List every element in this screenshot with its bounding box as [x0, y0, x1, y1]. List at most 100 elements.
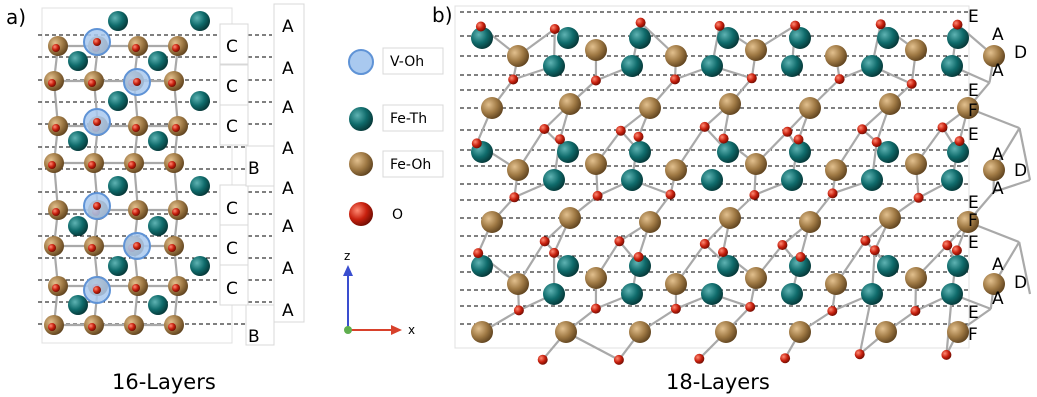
oxygen-atom [699, 121, 710, 132]
fe-oh-atom [905, 153, 927, 175]
oxygen-atom [172, 284, 180, 292]
legend-box-feth [382, 104, 444, 132]
bond [993, 178, 1031, 194]
fe-th-atom [108, 176, 128, 196]
fe-th-atom [861, 169, 883, 191]
panel-b-layer-label: A [992, 61, 1004, 81]
fe-th-atom [947, 141, 969, 163]
axis-origin-icon [344, 326, 352, 334]
panel-b-caption: 18-Layers [666, 370, 770, 394]
fe-oh-atom [983, 45, 1005, 67]
x-arrowhead-icon [391, 325, 402, 335]
fe-th-atom [781, 169, 803, 191]
oxygen-atom [93, 38, 101, 46]
fe-th-atom [877, 141, 899, 163]
oxygen-atom [854, 349, 865, 360]
fe-th-atom [108, 256, 128, 276]
oxygen-atom [93, 202, 101, 210]
oxygen-atom [93, 118, 101, 126]
fe-th-atom [557, 141, 579, 163]
panel-a-caption: 16-Layers [112, 370, 216, 394]
fe-th-atom [190, 11, 210, 31]
layer-box [219, 264, 249, 306]
oxygen-atom [168, 244, 176, 252]
panel-b-layer-label: F [968, 101, 978, 121]
oxygen-atom [834, 74, 845, 85]
panel-a-layer-label: A [282, 259, 294, 279]
fe-oh-atom [481, 211, 503, 233]
atom-network [44, 11, 1005, 365]
panel-b-layer-label: D [1014, 161, 1027, 181]
oxygen-atom [539, 124, 550, 134]
panel-a-layer-label: B [248, 159, 260, 179]
fe-th-atom [190, 91, 210, 111]
fe-th-atom [68, 51, 88, 71]
panel-a-layer-label: C [226, 279, 238, 299]
fe-oh-atom [481, 97, 503, 119]
fe-oh-atom [585, 267, 607, 289]
fe-oh-atom [799, 211, 821, 233]
legend-box-feoh [382, 150, 444, 178]
fe-th-atom [148, 295, 168, 315]
fe-th-atom [68, 295, 88, 315]
oxygen-atom [128, 323, 136, 331]
oxygen-atom [132, 208, 140, 216]
fe-th-atom [629, 27, 651, 49]
oxygen-atom [635, 17, 646, 28]
oxygen-atom [48, 323, 56, 331]
oxygen-atom [549, 24, 560, 34]
oxygen-atom [942, 240, 953, 251]
oxygen-atom [749, 190, 760, 200]
fe-th-atom [701, 283, 723, 305]
fe-oh-atom [789, 321, 811, 343]
fe-oh-atom [983, 273, 1005, 295]
panel-a-layer-label: A [282, 179, 294, 199]
oxygen-atom [555, 134, 565, 145]
fe-oh-atom [639, 97, 661, 119]
fe-oh-atom [639, 211, 661, 233]
oxygen-atom [793, 134, 804, 145]
fe-oh-atom [629, 321, 651, 343]
legend-label-o: O [392, 207, 403, 223]
panel-a-layer-label: C [226, 239, 238, 259]
legend-label-feoh: Fe-Oh [390, 157, 431, 173]
fe-th-atom [68, 131, 88, 151]
oxygen-atom [952, 19, 963, 30]
fe-th-atom [557, 27, 579, 49]
oxygen-atom [614, 236, 625, 247]
panel-b-layer-label: A [992, 145, 1004, 165]
panel-a-layer-label: A [282, 17, 294, 37]
fe-th-atom [543, 169, 565, 191]
fe-oh-atom [745, 39, 767, 61]
legend-box-voh [382, 47, 444, 75]
fe-oh-atom [719, 93, 741, 115]
panel-b-layer-label: E [968, 81, 979, 101]
fe-oh-atom [559, 207, 581, 229]
fe-th-atom [947, 27, 969, 49]
panel-a-layer-label: C [226, 199, 238, 219]
fe-oh-atom [585, 153, 607, 175]
layer-box [219, 104, 249, 146]
fe-th-atom [789, 27, 811, 49]
fe-th-atom [148, 51, 168, 71]
panel-b-layer-label: A [992, 289, 1004, 309]
oxygen-atom [172, 44, 180, 52]
fe-th-atom [629, 141, 651, 163]
fe-oh-atom [825, 159, 847, 181]
fe-oh-atom [559, 93, 581, 115]
oxygen-atom [875, 19, 886, 30]
oxygen-atom [590, 303, 601, 314]
fe-oh-atom [879, 207, 901, 229]
fe-th-atom [789, 255, 811, 277]
oxygen-atom [782, 126, 793, 137]
oxygen-atom [509, 192, 520, 203]
fe-th-atom [621, 169, 643, 191]
fe-oh-atom [507, 273, 529, 295]
z-arrowhead-icon [343, 265, 353, 276]
fe-oh-atom [905, 39, 927, 61]
layer-box [219, 23, 249, 65]
oxygen-atom [777, 240, 788, 250]
fe-th-atom [701, 169, 723, 191]
fe-th-atom [717, 141, 739, 163]
oxygen-atom [951, 245, 962, 256]
